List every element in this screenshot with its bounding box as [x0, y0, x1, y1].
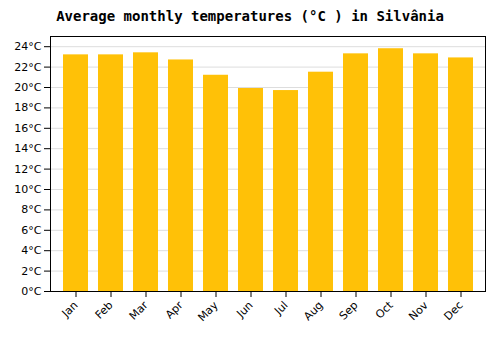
svg-text:May: May — [195, 298, 221, 324]
svg-text:Mar: Mar — [127, 298, 151, 322]
svg-text:16°C: 16°C — [14, 122, 41, 135]
svg-text:Nov: Nov — [406, 298, 431, 323]
svg-text:22°C: 22°C — [14, 61, 41, 74]
svg-text:Aug: Aug — [301, 299, 325, 323]
svg-text:0°C: 0°C — [21, 285, 41, 298]
html-text:Average monthly temperatures (: Average monthly temperatures (°C ) in Si… — [56, 8, 444, 24]
svg-text:20°C: 20°C — [14, 81, 41, 94]
svg-text:24°C: 24°C — [14, 40, 41, 53]
svg-text:4°C: 4°C — [21, 244, 41, 257]
svg-text:Dec: Dec — [441, 299, 465, 323]
svg-text:Jun: Jun — [234, 299, 256, 321]
svg-text:6°C: 6°C — [21, 224, 41, 237]
svg-text:Sep: Sep — [337, 299, 361, 323]
svg-text:10°C: 10°C — [14, 183, 41, 196]
svg-text:8°C: 8°C — [21, 203, 41, 216]
svg-text:Jan: Jan — [59, 299, 81, 321]
svg-text:14°C: 14°C — [14, 142, 41, 155]
svg-text:Oct: Oct — [373, 298, 396, 321]
svg-text:Feb: Feb — [93, 299, 116, 322]
svg-text:Jul: Jul — [271, 299, 290, 318]
svg-text:18°C: 18°C — [14, 101, 41, 114]
svg-text:2°C: 2°C — [21, 265, 41, 278]
svg-text:Apr: Apr — [163, 298, 186, 321]
svg-text:12°C: 12°C — [14, 163, 41, 176]
